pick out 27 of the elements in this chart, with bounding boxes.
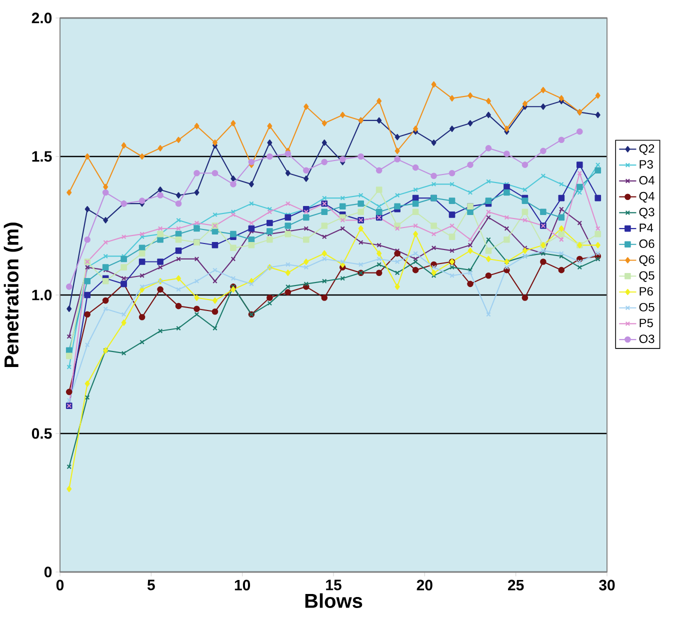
y-tick-label: 1.0 xyxy=(32,290,52,300)
y-tick-label: 2.0 xyxy=(32,12,52,24)
x-tick-label: 25 xyxy=(508,580,524,590)
legend-label: O3 xyxy=(639,334,654,344)
y-axis-title: Penetration (m) xyxy=(4,222,22,368)
x-tick-label: 0 xyxy=(56,580,64,590)
legend-label: O4 xyxy=(639,176,654,185)
x-tick-label: 15 xyxy=(326,580,342,590)
legend-label: P3 xyxy=(640,160,653,169)
legend-label: Q5 xyxy=(639,271,654,282)
x-tick-label: 5 xyxy=(147,580,155,590)
legend-label: Q4 xyxy=(639,192,654,203)
legend-label: Q3 xyxy=(639,208,654,218)
x-axis-title: Blows xyxy=(305,593,362,608)
y-tick-label: 1.5 xyxy=(32,151,52,162)
y-tick-label: 0 xyxy=(44,566,52,578)
legend-label: Q6 xyxy=(639,255,654,266)
legend-label: Q2 xyxy=(639,144,654,155)
legend-label: P4 xyxy=(640,224,654,232)
x-tick-label: 10 xyxy=(234,580,250,590)
legend-label: P5 xyxy=(640,318,653,328)
legend-label: P6 xyxy=(640,287,653,296)
x-tick-label: 30 xyxy=(599,580,615,590)
x-tick-label: 20 xyxy=(416,580,432,590)
y-tick-label: 0.5 xyxy=(32,428,52,439)
legend-label: O6 xyxy=(639,239,654,248)
legend-label: O5 xyxy=(639,302,654,312)
